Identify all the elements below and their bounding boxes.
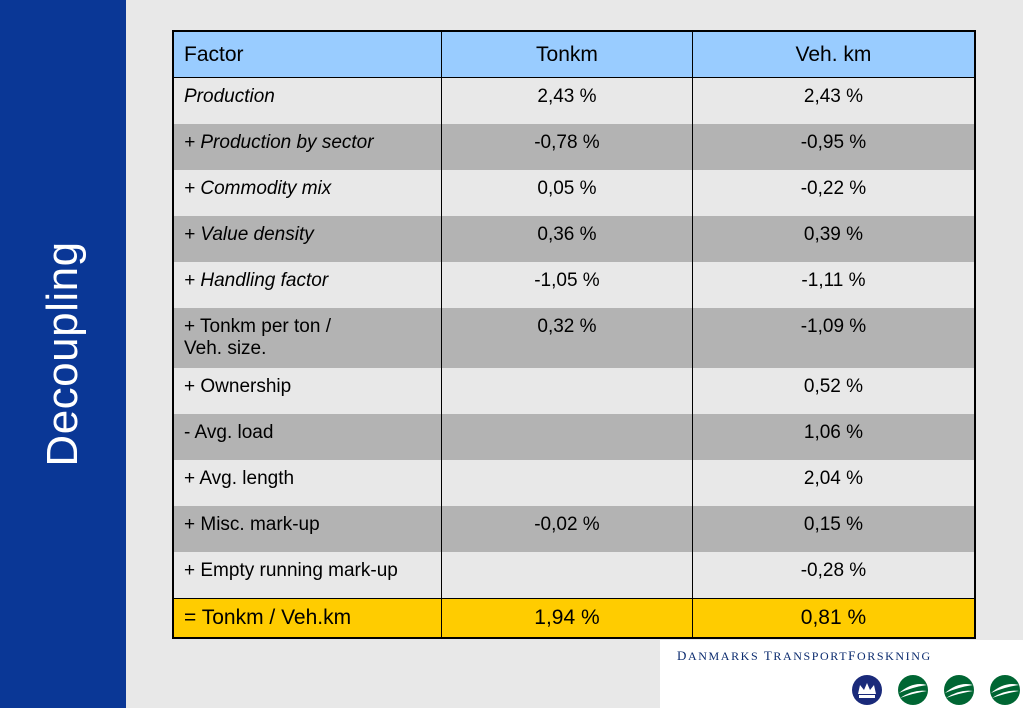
vehkm-cell: -0,28 % [691,552,976,599]
tonkm-cell: -0,02 % [441,506,693,552]
header-vehkm: Veh. km [691,31,976,78]
vehkm-cell: -1,09 % [691,308,976,368]
tonkm-cell: -0,78 % [441,124,693,170]
leaf-emblem-icon [990,675,1020,705]
crown-emblem-icon [852,675,882,705]
vehkm-cell: -0,95 % [691,124,976,170]
tonkm-cell [441,414,693,460]
table-row: + Ownership 0,52 % [172,368,976,414]
factor-cell: + Tonkm per ton / Veh. size. [172,308,442,368]
header-factor: Factor [172,31,442,78]
factor-cell: + Ownership [172,368,442,414]
leaf-emblem-icon [898,675,928,705]
header-tonkm: Tonkm [441,31,693,78]
factor-line: Veh. size. [184,338,267,359]
tonkm-cell: 0,36 % [441,216,693,262]
total-tonkm-cell: 1,94 % [441,598,693,638]
tonkm-cell [441,460,693,506]
factor-cell: + Empty running mark-up [172,552,442,599]
vehkm-cell: 1,06 % [691,414,976,460]
factor-cell: + Misc. mark-up [172,506,442,552]
logo-emblems [852,675,1020,705]
table-row: + Value density 0,36 % 0,39 % [172,216,976,262]
vehkm-cell: 2,04 % [691,460,976,506]
table-header-row: Factor Tonkm Veh. km [172,31,976,78]
table-row: - Avg. load 1,06 % [172,414,976,460]
factor-cell: Production [172,77,442,124]
factor-cell: + Commodity mix [172,170,442,216]
tonkm-cell [441,552,693,599]
leaf-emblem-icon [944,675,974,705]
vehkm-cell: 0,39 % [691,216,976,262]
logo-text: DANMARKS TRANSPORTFORSKNING [677,648,932,663]
factor-cell: + Production by sector [172,124,442,170]
tonkm-cell: -1,05 % [441,262,693,308]
table-row: + Tonkm per ton / Veh. size. 0,32 % -1,0… [172,308,976,368]
vehkm-cell: 0,15 % [691,506,976,552]
factor-line: + Tonkm per ton / [184,316,331,337]
total-factor-cell: = Tonkm / Veh.km [172,598,442,638]
factor-cell: - Avg. load [172,414,442,460]
factor-cell: + Value density [172,216,442,262]
factor-cell: + Handling factor [172,262,442,308]
table-row: + Production by sector -0,78 % -0,95 % [172,124,976,170]
tonkm-cell: 0,05 % [441,170,693,216]
total-vehkm-cell: 0,81 % [691,598,976,638]
vehkm-cell: -1,11 % [691,262,976,308]
table-row: + Empty running mark-up -0,28 % [172,552,976,599]
table-row: + Handling factor -1,05 % -1,11 % [172,262,976,308]
sidebar: Decoupling [0,0,126,708]
table-row: + Commodity mix 0,05 % -0,22 % [172,170,976,216]
vehkm-cell: 2,43 % [691,77,976,124]
factor-table: Factor Tonkm Veh. km Production 2,43 % 2… [172,30,976,639]
factor-cell: + Avg. length [172,460,442,506]
table-row: + Misc. mark-up -0,02 % 0,15 % [172,506,976,552]
table-row: Production 2,43 % 2,43 % [172,77,976,124]
tonkm-cell: 2,43 % [441,77,693,124]
tonkm-cell: 0,32 % [441,308,693,368]
tonkm-cell [441,368,693,414]
vehkm-cell: -0,22 % [691,170,976,216]
vehkm-cell: 0,52 % [691,368,976,414]
table-row: + Avg. length 2,04 % [172,460,976,506]
total-row: = Tonkm / Veh.km 1,94 % 0,81 % [172,598,976,638]
slide-title: Decoupling [38,241,87,467]
